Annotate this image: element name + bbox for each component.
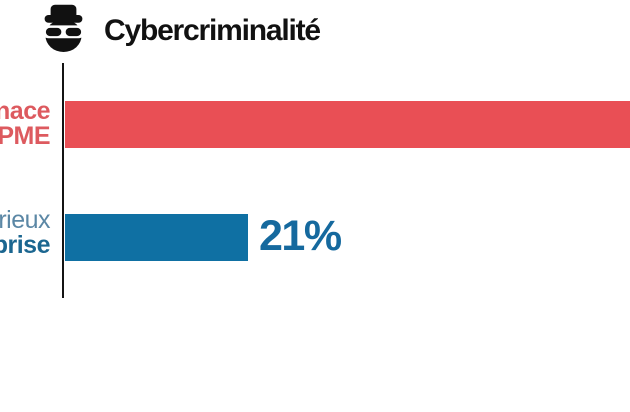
bar-label-red-line1: nace [0,97,50,125]
bar-label-blue-line2: prise [0,231,51,259]
chart-header: Cybercriminalité [36,3,321,58]
bar-label-blue: rieux prise [0,206,51,259]
bar-label-blue-line1: rieux [0,206,51,234]
bar-red [65,101,630,148]
bar-blue [65,214,248,261]
spy-incognito-icon [36,3,91,58]
y-axis-baseline [62,63,64,298]
bar-label-red-line2: PME [0,122,50,150]
chart-title: Cybercriminalité [104,13,321,47]
bar-value-blue: 21% [259,212,342,260]
bar-label-red: nace PME [0,99,50,149]
